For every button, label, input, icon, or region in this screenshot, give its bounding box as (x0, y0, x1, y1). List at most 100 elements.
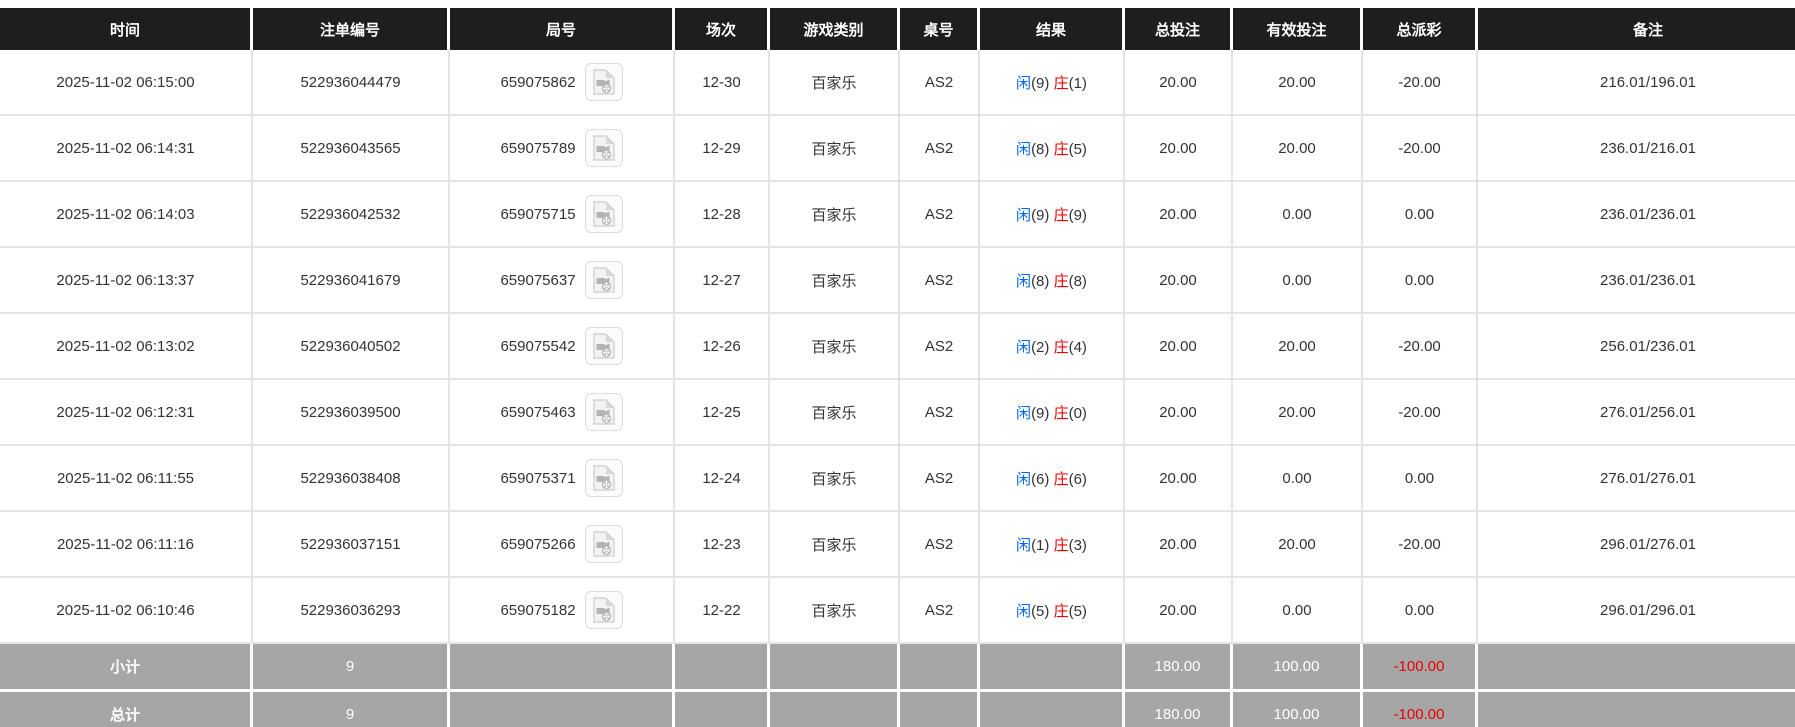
round-number: 659075862 (500, 73, 576, 91)
cell-game-type: 百家乐 (770, 182, 900, 248)
cell-result: 闲(2) 庄(4) (980, 314, 1125, 380)
column-header-remark: 备注 (1478, 8, 1795, 50)
banker-result-points: (0) (1068, 404, 1087, 422)
video-replay-button[interactable] (584, 63, 623, 101)
video-replay-button[interactable] (584, 459, 623, 497)
video-file-icon (592, 267, 615, 293)
video-replay-button[interactable] (584, 261, 623, 299)
summary-empty-cell (770, 692, 900, 727)
player-result-points: (2) (1031, 338, 1050, 356)
banker-result-points: (3) (1068, 536, 1087, 554)
cell-bet-id: 522936038408 (253, 446, 450, 512)
column-header-time: 时间 (0, 8, 253, 50)
cell-total-bet: 20.00 (1125, 116, 1233, 182)
cell-time: 2025-11-02 06:11:16 (0, 512, 253, 578)
table-row: 2025-11-02 06:10:46 522936036293 659075182… (0, 578, 1795, 644)
cell-total-payout: 0.00 (1363, 248, 1478, 314)
cell-game-type: 百家乐 (770, 248, 900, 314)
player-result-label: 闲 (1016, 602, 1032, 620)
cell-valid-bet: 20.00 (1233, 116, 1363, 182)
cell-time: 2025-11-02 06:12:31 (0, 380, 253, 446)
column-header-game_type: 游戏类别 (770, 8, 900, 50)
cell-time: 2025-11-02 06:14:31 (0, 116, 253, 182)
cell-valid-bet: 0.00 (1233, 446, 1363, 512)
table-row: 2025-11-02 06:14:31 522936043565 659075789… (0, 116, 1795, 182)
banker-result-label: 庄 (1053, 470, 1069, 488)
cell-game-type: 百家乐 (770, 446, 900, 512)
cell-table-no: AS2 (900, 50, 980, 116)
round-number: 659075715 (500, 205, 576, 223)
cell-round: 659075789 (450, 116, 675, 182)
summary-empty-cell (1478, 644, 1795, 692)
banker-result-points: (5) (1068, 602, 1087, 620)
video-replay-button[interactable] (584, 525, 623, 563)
summary-valid-bet: 100.00 (1233, 644, 1363, 692)
video-replay-button[interactable] (584, 591, 623, 629)
cell-total-payout: -20.00 (1363, 380, 1478, 446)
player-result-label: 闲 (1016, 404, 1032, 422)
banker-result-points: (9) (1068, 206, 1087, 224)
summary-valid-bet: 100.00 (1233, 692, 1363, 727)
video-replay-button[interactable] (584, 393, 623, 431)
cell-result: 闲(8) 庄(5) (980, 116, 1125, 182)
cell-table-no: AS2 (900, 380, 980, 446)
total-row: 总计 9 180.00 100.00 -100.00 (0, 692, 1795, 727)
video-file-icon (592, 333, 615, 359)
summary-total-payout: -100.00 (1363, 644, 1478, 692)
cell-result: 闲(1) 庄(3) (980, 512, 1125, 578)
cell-table-no: AS2 (900, 116, 980, 182)
cell-time: 2025-11-02 06:10:46 (0, 578, 253, 644)
video-file-icon (592, 201, 615, 227)
player-result-points: (8) (1031, 140, 1050, 158)
summary-count: 9 (253, 692, 450, 727)
column-header-table_no: 桌号 (900, 8, 980, 50)
video-file-icon (592, 135, 615, 161)
round-number: 659075463 (500, 403, 576, 421)
summary-empty-cell (900, 644, 980, 692)
cell-total-payout: 0.00 (1363, 446, 1478, 512)
round-number: 659075266 (500, 535, 576, 553)
cell-total-bet: 20.00 (1125, 380, 1233, 446)
cell-valid-bet: 20.00 (1233, 314, 1363, 380)
cell-total-bet: 20.00 (1125, 578, 1233, 644)
cell-result: 闲(5) 庄(5) (980, 578, 1125, 644)
summary-label: 总计 (0, 692, 253, 727)
summary-empty-cell (450, 692, 675, 727)
cell-valid-bet: 20.00 (1233, 380, 1363, 446)
cell-game-type: 百家乐 (770, 314, 900, 380)
player-result-points: (9) (1031, 404, 1050, 422)
cell-time: 2025-11-02 06:14:03 (0, 182, 253, 248)
cell-session: 12-28 (675, 182, 770, 248)
summary-total-bet: 180.00 (1125, 644, 1233, 692)
summary-total-bet: 180.00 (1125, 692, 1233, 727)
table-row: 2025-11-02 06:13:02 522936040502 659075542… (0, 314, 1795, 380)
video-replay-button[interactable] (584, 129, 623, 167)
cell-remark: 216.01/196.01 (1478, 50, 1795, 116)
round-number: 659075371 (500, 469, 576, 487)
video-replay-button[interactable] (584, 195, 623, 233)
player-result-label: 闲 (1016, 272, 1032, 290)
video-replay-button[interactable] (584, 327, 623, 365)
player-result-label: 闲 (1016, 140, 1032, 158)
cell-table-no: AS2 (900, 314, 980, 380)
cell-round: 659075266 (450, 512, 675, 578)
banker-result-label: 庄 (1053, 602, 1069, 620)
cell-valid-bet: 20.00 (1233, 50, 1363, 116)
cell-table-no: AS2 (900, 182, 980, 248)
cell-valid-bet: 0.00 (1233, 578, 1363, 644)
player-result-label: 闲 (1016, 74, 1032, 92)
cell-remark: 236.01/236.01 (1478, 248, 1795, 314)
cell-time: 2025-11-02 06:13:37 (0, 248, 253, 314)
cell-session: 12-27 (675, 248, 770, 314)
round-number: 659075637 (500, 271, 576, 289)
cell-result: 闲(9) 庄(9) (980, 182, 1125, 248)
cell-game-type: 百家乐 (770, 578, 900, 644)
cell-valid-bet: 0.00 (1233, 248, 1363, 314)
cell-bet-id: 522936042532 (253, 182, 450, 248)
cell-remark: 276.01/256.01 (1478, 380, 1795, 446)
banker-result-points: (1) (1068, 74, 1087, 92)
banker-result-points: (5) (1068, 140, 1087, 158)
summary-total-payout: -100.00 (1363, 692, 1478, 727)
banker-result-points: (8) (1068, 272, 1087, 290)
